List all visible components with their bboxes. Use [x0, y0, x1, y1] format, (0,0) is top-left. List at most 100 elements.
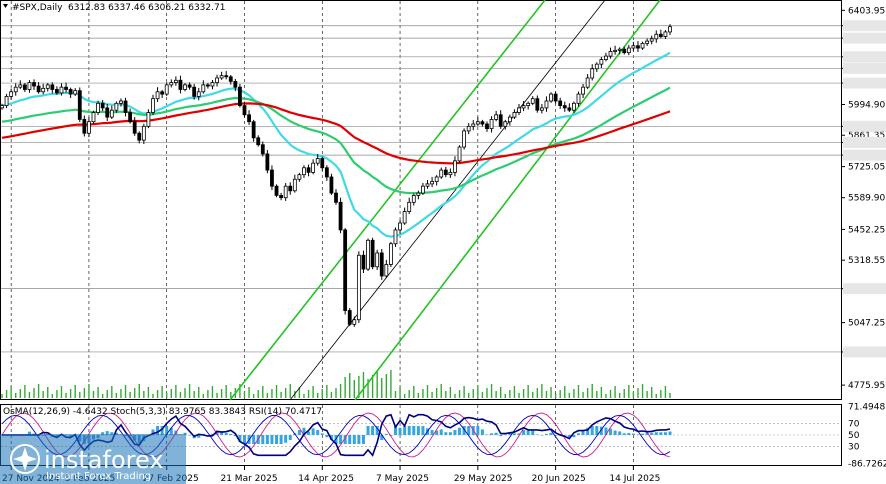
- level-price-box: [843, 62, 886, 74]
- candle-body: [64, 86, 68, 90]
- candle-body: [137, 132, 142, 141]
- osma-bar: [343, 435, 347, 444]
- price-tick-label: 5994.90: [848, 100, 885, 110]
- candle-body: [663, 31, 668, 37]
- candle-body: [123, 100, 128, 113]
- candle-body: [160, 91, 165, 95]
- osma-bar: [609, 428, 613, 435]
- osma-bar: [412, 426, 416, 435]
- osma-bar: [448, 432, 452, 435]
- osma-bar: [549, 432, 553, 435]
- osma-bar: [393, 426, 397, 435]
- level-price-box: [843, 32, 886, 44]
- candle-body: [347, 310, 352, 325]
- candle-body: [617, 48, 622, 51]
- candle-body: [343, 229, 348, 311]
- osma-bar: [275, 435, 279, 444]
- candle-body: [128, 112, 133, 123]
- ohlc-label: 6312.83 6337.46 6306.21 6332.71: [68, 3, 225, 13]
- candle-body: [626, 47, 631, 54]
- candle-body: [521, 105, 526, 109]
- indicator-tick-label: -86.7262: [848, 459, 886, 469]
- osma-bar: [302, 427, 306, 435]
- osma-bar: [307, 431, 311, 435]
- candle-body: [41, 87, 46, 93]
- candle-body: [356, 254, 361, 321]
- osma-bar: [398, 427, 402, 435]
- osma-bar: [165, 426, 169, 435]
- price-tick-label: 4775.95: [848, 381, 885, 391]
- osma-bar: [403, 426, 407, 435]
- candle-body: [292, 178, 297, 192]
- channel-lower-line: [354, 0, 661, 401]
- candle-body: [421, 185, 425, 194]
- candle-body: [494, 114, 499, 120]
- candle-body: [96, 102, 100, 113]
- candle-body: [0, 105, 4, 109]
- candle-body: [668, 26, 672, 33]
- candle-body: [274, 185, 279, 196]
- candle-body: [535, 98, 540, 111]
- candle-body: [205, 84, 210, 87]
- candle-body: [228, 76, 233, 82]
- osma-bar: [522, 430, 526, 435]
- instaforex-logo-icon: [10, 444, 40, 474]
- candle-body: [526, 102, 531, 107]
- osma-bar: [467, 426, 471, 435]
- date-tick-label: 14 Jul 2025: [609, 474, 660, 484]
- candle-body: [45, 84, 50, 89]
- candle-body: [238, 86, 242, 107]
- osma-bar: [215, 430, 219, 435]
- osma-bar: [503, 434, 507, 435]
- candle-body: [581, 86, 585, 95]
- candle-body: [210, 82, 215, 87]
- osma-bar: [27, 431, 31, 435]
- candle-body: [352, 319, 357, 325]
- candle-body: [73, 90, 78, 95]
- osma-bar: [490, 433, 494, 435]
- osma-bar: [169, 427, 173, 435]
- osma-bar: [627, 433, 631, 435]
- candle-body: [503, 121, 508, 127]
- osma-bar: [316, 430, 320, 435]
- price-tick-label: 6403.95: [848, 6, 885, 16]
- candle-body: [297, 174, 302, 180]
- candle-body: [485, 123, 489, 130]
- osma-bar: [435, 430, 439, 435]
- candle-body: [576, 93, 581, 104]
- level-price-box: [843, 77, 886, 89]
- candle-body: [434, 176, 439, 182]
- osma-bar: [366, 426, 370, 435]
- osma-bar: [288, 435, 292, 440]
- candle-body: [393, 229, 398, 245]
- osma-bar: [389, 435, 393, 436]
- candle-body: [306, 167, 311, 173]
- candle-body: [645, 40, 650, 44]
- date-tick-label: 20 Jun 2025: [532, 474, 586, 484]
- candle-body: [164, 84, 169, 95]
- candle-body: [288, 185, 293, 192]
- osma-bar: [384, 433, 388, 435]
- ema-fast-line: [1, 51, 671, 238]
- candle-body: [187, 84, 192, 88]
- osma-bar: [210, 433, 214, 435]
- candle-body: [119, 100, 123, 104]
- candle-body: [443, 169, 448, 176]
- candle-body: [599, 59, 604, 65]
- level-price-box: [843, 283, 886, 295]
- osma-bar: [631, 433, 635, 435]
- candle-body: [507, 116, 512, 123]
- osma-bar: [242, 435, 246, 444]
- level-price-box: [843, 20, 886, 32]
- candle-body: [105, 107, 110, 118]
- candle-body: [146, 112, 151, 127]
- candle-body: [224, 75, 229, 78]
- osma-bar: [590, 426, 594, 435]
- osma-bar: [371, 426, 375, 435]
- chart-menu-triangle-icon[interactable]: [3, 4, 8, 8]
- level-price-box: [843, 51, 886, 63]
- candle-body: [384, 264, 389, 277]
- candle-body: [585, 77, 590, 88]
- candles: [0, 24, 672, 327]
